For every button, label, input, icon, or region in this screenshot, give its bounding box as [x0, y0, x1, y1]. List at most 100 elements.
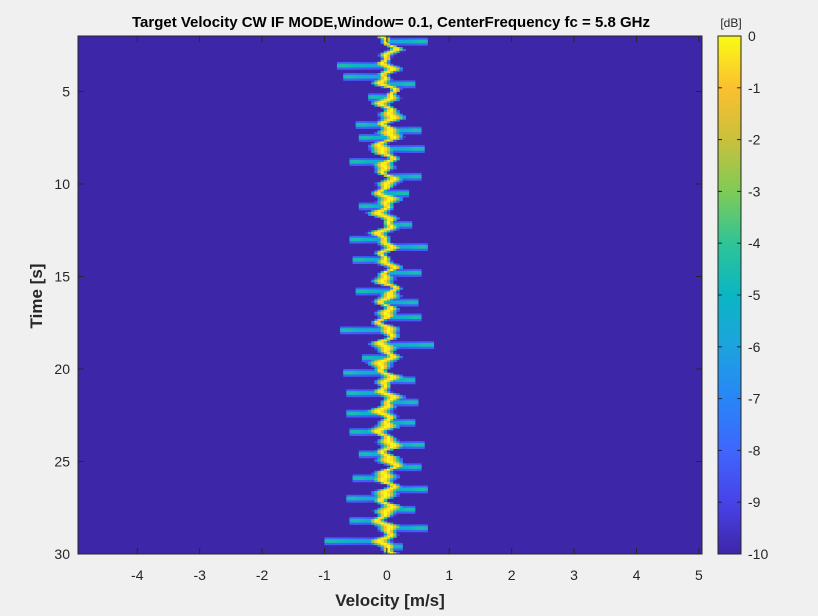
heatmap-cell [402, 245, 406, 248]
heatmap-cell [396, 87, 400, 91]
heatmap-cell [361, 139, 366, 142]
heatmap-cell [393, 65, 397, 68]
heatmap-cell [383, 537, 388, 540]
heatmap-cell [386, 119, 391, 122]
heatmap-cell [383, 413, 388, 416]
heatmap-cell [380, 202, 385, 205]
heatmap-cell [349, 370, 353, 374]
heatmap-cell [355, 161, 360, 165]
heatmap-cell [380, 158, 385, 161]
heatmap-cell [411, 148, 416, 152]
heatmap-cell [368, 370, 372, 374]
heatmap-cell [390, 394, 394, 398]
heatmap-cell [411, 317, 416, 320]
heatmap-cell [396, 82, 400, 85]
heatmap-cell [390, 448, 394, 451]
heatmap-cell [414, 319, 419, 322]
heatmap-cell [418, 150, 422, 153]
heatmap-cell [346, 409, 350, 412]
heatmap-cell [390, 441, 394, 444]
heatmap-cell [374, 298, 378, 301]
heatmap-cell [368, 239, 372, 242]
heatmap-cell [408, 270, 413, 274]
heatmap-cell [386, 283, 391, 287]
heatmap-cell [377, 163, 382, 166]
heatmap-cell [390, 463, 394, 466]
heatmap-cell [383, 221, 388, 224]
heatmap-cell [377, 141, 382, 144]
heatmap-cell [374, 195, 378, 198]
heatmap-cell [386, 315, 391, 318]
heatmap-cell [408, 222, 413, 226]
heatmap-cell [377, 369, 382, 372]
heatmap-cell [346, 73, 350, 76]
heatmap-cell [380, 122, 385, 126]
heatmap-cell [380, 296, 385, 300]
heatmap-cell [396, 85, 400, 89]
heatmap-cell [399, 459, 403, 462]
heatmap-cell [377, 159, 382, 163]
heatmap-cell [380, 230, 385, 233]
heatmap-cell [393, 191, 397, 194]
heatmap-cell [377, 126, 382, 129]
heatmap-cell [386, 439, 391, 442]
heatmap-cell [361, 478, 366, 481]
heatmap-cell [386, 313, 391, 316]
heatmap-cell [402, 491, 406, 494]
heatmap-cell [365, 356, 369, 359]
heatmap-cell [377, 518, 382, 522]
heatmap-cell [399, 357, 403, 361]
heatmap-cell [408, 130, 413, 133]
heatmap-cell [386, 208, 391, 211]
heatmap-cell [408, 378, 413, 381]
heatmap-cell [408, 274, 413, 277]
heatmap-cell [380, 344, 385, 348]
heatmap-cell [383, 158, 388, 161]
heatmap-cell [386, 481, 391, 485]
heatmap-cell [368, 241, 372, 244]
heatmap-cell [343, 330, 347, 333]
heatmap-cell [380, 195, 385, 198]
heatmap-cell [358, 235, 363, 239]
heatmap-cell [399, 246, 403, 250]
heatmap-cell [377, 232, 382, 235]
heatmap-cell [365, 393, 369, 396]
heatmap-cell [424, 487, 428, 490]
heatmap-cell [377, 517, 382, 520]
heatmap-cell [380, 161, 385, 165]
heatmap-cell [365, 202, 369, 205]
heatmap-cell [358, 517, 363, 520]
heatmap-cell [374, 235, 378, 239]
heatmap-cell [386, 206, 391, 209]
heatmap-cell [396, 228, 400, 231]
heatmap-cell [371, 82, 375, 85]
heatmap-cell [390, 215, 394, 218]
heatmap-cell [390, 121, 394, 124]
heatmap-cell [380, 256, 385, 259]
heatmap-cell [411, 402, 416, 405]
heatmap-cell [377, 363, 382, 366]
heatmap-cell [368, 537, 372, 540]
heatmap-cell [377, 389, 382, 392]
heatmap-cell [349, 393, 353, 396]
heatmap-cell [390, 398, 394, 401]
heatmap-cell [421, 145, 425, 148]
heatmap-cell [355, 237, 360, 240]
heatmap-cell [380, 71, 385, 74]
heatmap-cell [377, 287, 382, 290]
heatmap-cell [336, 63, 341, 66]
heatmap-cell [396, 317, 400, 320]
heatmap-cell [352, 241, 357, 244]
heatmap-cell [396, 132, 400, 135]
heatmap-cell [377, 52, 382, 55]
heatmap-cell [383, 448, 388, 451]
heatmap-cell [386, 148, 391, 152]
heatmap-cell [371, 480, 375, 483]
heatmap-cell [411, 400, 416, 403]
heatmap-cell [383, 387, 388, 390]
heatmap-cell [411, 341, 416, 344]
heatmap-cell [390, 533, 394, 536]
heatmap-cell [386, 343, 391, 346]
heatmap-cell [393, 263, 397, 266]
heatmap-cell [380, 300, 385, 303]
